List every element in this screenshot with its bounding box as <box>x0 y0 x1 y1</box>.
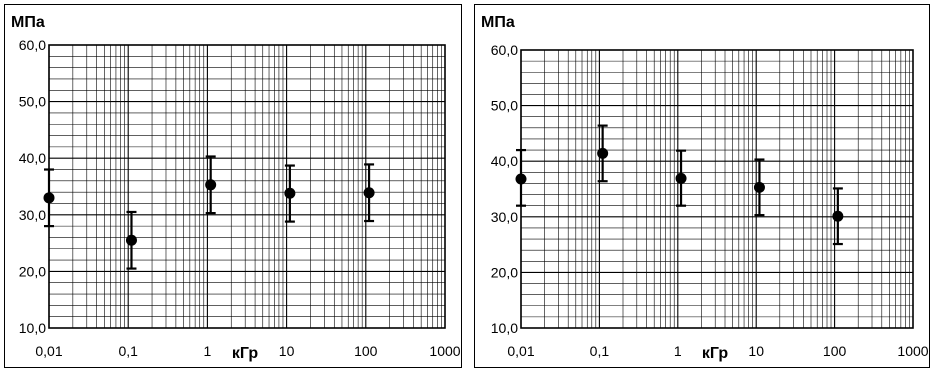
data-point <box>205 155 217 215</box>
y-tick-label: 60,0 <box>19 37 46 53</box>
y-tick-label: 60,0 <box>491 42 518 58</box>
data-marker <box>125 234 137 246</box>
x-axis-label: кГр <box>702 345 728 362</box>
grid <box>520 49 913 329</box>
data-marker <box>284 187 296 199</box>
y-tick-label: 30,0 <box>19 207 46 223</box>
y-tick-label: 30,0 <box>491 209 518 225</box>
data-point <box>753 158 765 217</box>
data-marker <box>363 187 375 199</box>
chart-panel-left: 10,0 20,0 30,0 40,0 50,0 60,0 0,01 0,1 1 10 100 100… <box>4 4 462 368</box>
x-axis-label: кГр <box>232 345 258 362</box>
x-tick-label: 100 <box>354 343 378 359</box>
x-tick-label: 0,01 <box>507 343 534 359</box>
x-tick-label: 1000 <box>897 343 928 359</box>
data-marker <box>515 173 527 185</box>
data-point <box>363 163 375 223</box>
x-tick-label: 10 <box>748 343 764 359</box>
y-tick-label: 10,0 <box>491 320 518 336</box>
data-marker <box>597 147 609 159</box>
grid <box>48 44 445 329</box>
x-tick-label: 0,01 <box>35 343 62 359</box>
data-marker <box>832 210 844 222</box>
data-point <box>675 149 687 207</box>
y-tick-label: 40,0 <box>19 150 46 166</box>
data-point <box>125 210 137 270</box>
y-tick-label: 50,0 <box>19 94 46 110</box>
y-tick-label: 50,0 <box>491 98 518 114</box>
y-tick-label: 10,0 <box>19 320 46 336</box>
data-point <box>832 187 844 246</box>
plot-frame <box>520 49 914 329</box>
x-tick-label: 0,1 <box>118 343 138 359</box>
x-tick-label: 1000 <box>429 343 460 359</box>
y-axis-label: МПа <box>11 14 45 31</box>
data-marker <box>205 179 217 191</box>
y-tick-label: 20,0 <box>19 263 46 279</box>
y-axis-label: МПа <box>481 14 515 31</box>
plot-frame <box>48 44 446 329</box>
y-tick-label: 40,0 <box>491 153 518 169</box>
data-marker <box>43 192 55 204</box>
data-point <box>284 164 296 223</box>
x-tick-label: 1 <box>204 343 212 359</box>
chart-right: 10,0 20,0 30,0 40,0 50,0 60,0 0,01 0,1 1 10 100 100… <box>481 14 929 362</box>
data-marker <box>753 181 765 193</box>
data-point <box>43 168 55 228</box>
data-marker <box>675 172 687 184</box>
x-tick-label: 100 <box>823 343 847 359</box>
x-tick-label: 10 <box>279 343 295 359</box>
x-tick-label: 0,1 <box>590 343 610 359</box>
chart-panel-right: 10,0 20,0 30,0 40,0 50,0 60,0 0,01 0,1 1 10 100 100… <box>474 4 930 368</box>
data-point <box>515 148 527 207</box>
data-point <box>597 124 609 183</box>
chart-left: 10,0 20,0 30,0 40,0 50,0 60,0 0,01 0,1 1 10 100 100… <box>11 14 461 362</box>
y-tick-label: 20,0 <box>491 264 518 280</box>
x-tick-label: 1 <box>674 343 682 359</box>
